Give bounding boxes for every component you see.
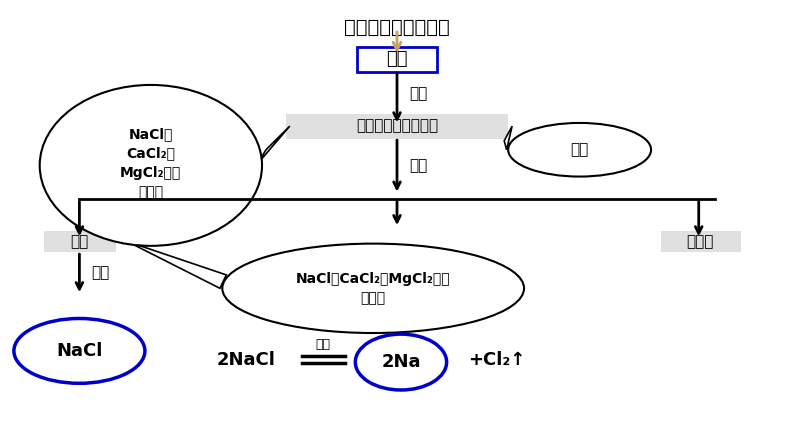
Text: 溶液、不溶性的固体: 溶液、不溶性的固体 bbox=[356, 118, 438, 134]
Ellipse shape bbox=[508, 123, 651, 177]
Text: 蒸发: 蒸发 bbox=[91, 265, 110, 280]
Text: NaCl、CaCl₂、MgCl₂、硫
酸盐等: NaCl、CaCl₂、MgCl₂、硫 酸盐等 bbox=[296, 272, 450, 305]
Text: NaCl: NaCl bbox=[56, 342, 102, 360]
Text: 过滤: 过滤 bbox=[409, 158, 427, 173]
Text: +Cl₂↑: +Cl₂↑ bbox=[468, 351, 526, 369]
Text: 溶解: 溶解 bbox=[409, 86, 427, 101]
Ellipse shape bbox=[356, 334, 446, 390]
FancyBboxPatch shape bbox=[286, 114, 508, 139]
FancyBboxPatch shape bbox=[661, 231, 741, 252]
Polygon shape bbox=[504, 126, 512, 150]
Text: 制备原料的工艺流程: 制备原料的工艺流程 bbox=[344, 18, 450, 37]
Text: NaCl、
CaCl₂、
MgCl₂、硫
酸盐等: NaCl、 CaCl₂、 MgCl₂、硫 酸盐等 bbox=[120, 127, 182, 199]
Ellipse shape bbox=[222, 244, 524, 333]
Text: 粗盐: 粗盐 bbox=[386, 50, 408, 68]
Text: 2Na: 2Na bbox=[381, 353, 421, 371]
Text: 不溶物: 不溶物 bbox=[687, 234, 714, 249]
Text: 滤液: 滤液 bbox=[71, 234, 88, 249]
FancyBboxPatch shape bbox=[357, 47, 437, 72]
Text: 2NaCl: 2NaCl bbox=[217, 351, 276, 369]
Polygon shape bbox=[258, 126, 290, 163]
FancyBboxPatch shape bbox=[44, 231, 116, 252]
Ellipse shape bbox=[13, 318, 145, 383]
Text: 通电: 通电 bbox=[316, 338, 330, 351]
Text: 泥沙: 泥沙 bbox=[571, 142, 588, 157]
Polygon shape bbox=[127, 241, 226, 288]
Ellipse shape bbox=[40, 85, 262, 246]
